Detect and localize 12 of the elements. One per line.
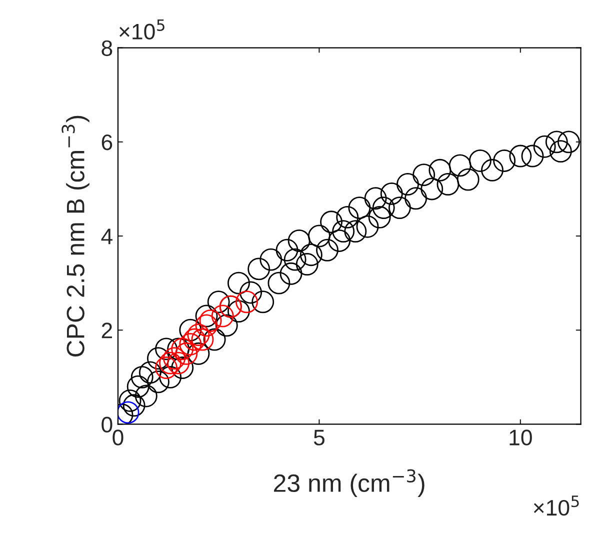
- y-tick-label: 4: [101, 228, 112, 244]
- x-tick-label: 0: [112, 430, 124, 446]
- y-tick-label: 0: [102, 416, 112, 432]
- y-axis-title: CPC 2.5 nm B (cm$^{−3}$): [62, 116, 90, 356]
- text: ×10$^{5}$: [120, 19, 164, 40]
- y-tick-label: 2: [102, 322, 112, 338]
- x-axis-title: 23 nm (cm$^{−3}$): [274, 469, 424, 497]
- x-tick-label: 5: [314, 430, 324, 446]
- x-tick-label: 10: [510, 430, 532, 446]
- text: ×10$^{5}$: [534, 496, 579, 516]
- y-tick-label: 8: [102, 40, 112, 56]
- y-tick-label: 6: [102, 134, 112, 150]
